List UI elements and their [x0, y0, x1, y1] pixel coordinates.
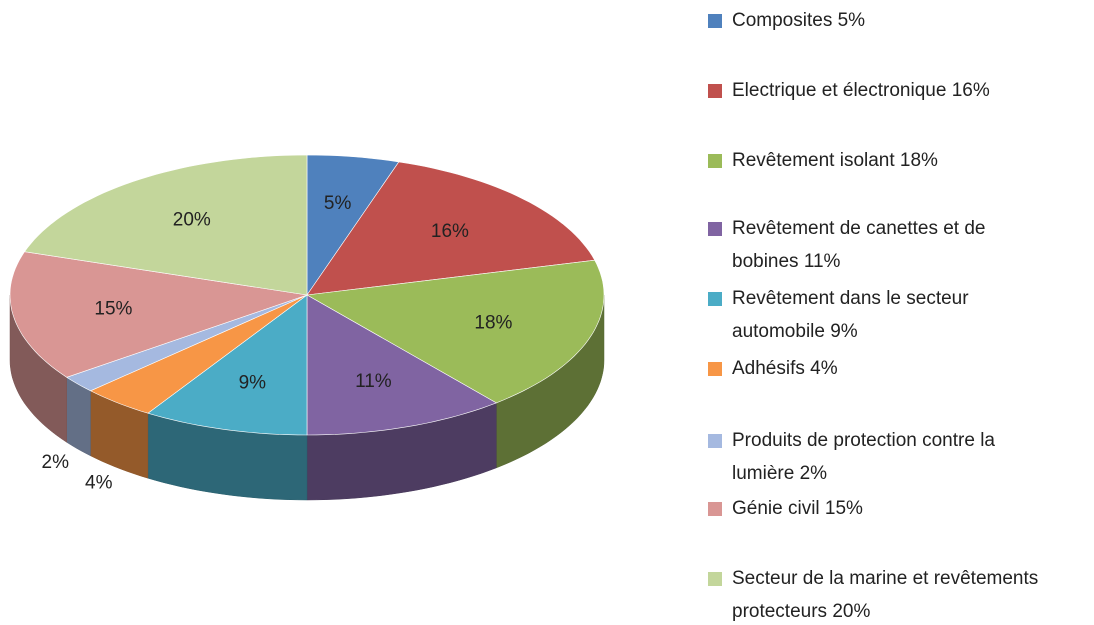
slice — [66, 294, 308, 392]
legend-item: Adhésifs 4% — [708, 352, 1053, 385]
legend-swatch — [708, 572, 722, 586]
data-label: 11% — [355, 371, 392, 392]
data-label: 18% — [474, 313, 512, 334]
slice — [306, 154, 400, 296]
data-label: 16% — [431, 221, 469, 242]
legend-label: Composites 5% — [732, 10, 866, 31]
legend-item: Composites 5% — [708, 4, 1053, 37]
legend-label: Génie civil 15% — [732, 498, 863, 519]
legend-label: Electrique et électronique 16% — [732, 80, 990, 101]
slice — [147, 294, 308, 436]
legend-swatch — [708, 434, 722, 448]
legend-item: Produits de protection contre la lumière… — [708, 424, 1053, 490]
legend-label: Secteur de la marine et revêtements prot… — [732, 568, 1039, 622]
slice — [23, 154, 308, 296]
legend-label: Revêtement isolant 18% — [732, 150, 938, 171]
legend-swatch — [708, 292, 722, 306]
legend-item: Electrique et électronique 16% — [708, 74, 1053, 107]
legend-item: Secteur de la marine et revêtements prot… — [708, 562, 1053, 625]
legend-label: Revêtement dans le secteur automobile 9% — [732, 288, 969, 342]
legend-item: Revêtement dans le secteur automobile 9% — [708, 282, 1053, 348]
legend-swatch — [708, 222, 722, 236]
legend-swatch — [708, 362, 722, 376]
legend-swatch — [708, 84, 722, 98]
legend-label: Adhésifs 4% — [732, 358, 838, 379]
slice — [306, 294, 498, 436]
data-label: 4% — [85, 473, 113, 494]
data-label: 5% — [324, 193, 352, 214]
data-label: 9% — [239, 373, 267, 394]
legend-label: Revêtement de canettes et de bobines 11% — [732, 218, 986, 272]
slice — [306, 161, 596, 296]
data-label: 20% — [173, 209, 211, 230]
legend-label: Produits de protection contre la lumière… — [732, 430, 995, 484]
slice — [9, 251, 308, 378]
slice — [306, 259, 605, 404]
data-label: 2% — [42, 452, 70, 473]
legend-item: Revêtement isolant 18% — [708, 144, 1053, 177]
data-label: 15% — [94, 298, 132, 319]
legend-swatch — [708, 14, 722, 28]
legend-swatch — [708, 154, 722, 168]
legend-swatch — [708, 502, 722, 516]
slice — [89, 294, 308, 414]
legend-item: Revêtement de canettes et de bobines 11% — [708, 212, 1053, 278]
legend-item: Génie civil 15% — [708, 492, 1053, 525]
